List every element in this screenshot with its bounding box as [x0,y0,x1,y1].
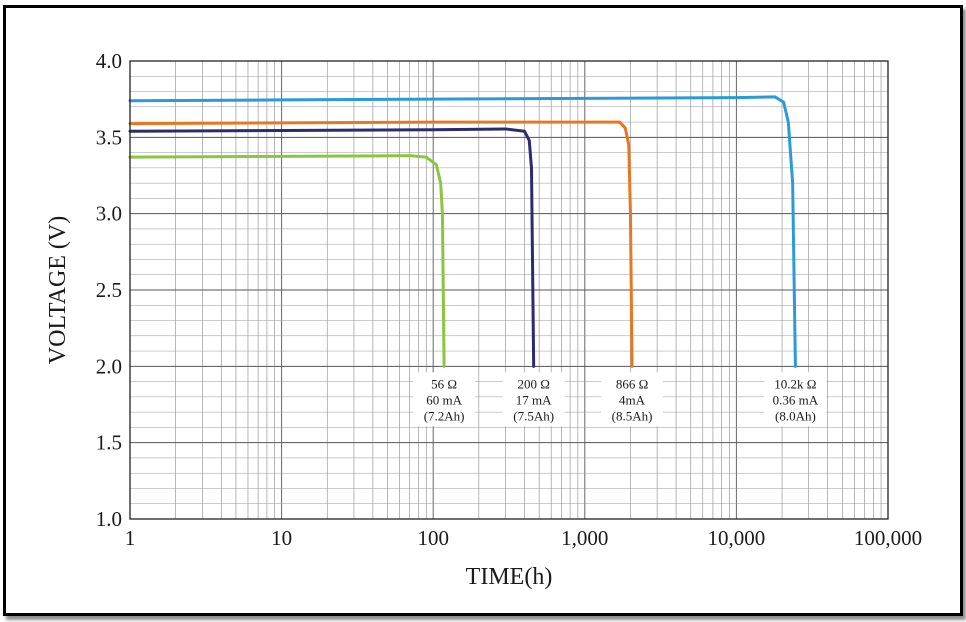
series-annotation-1-line-2: 60 mA [426,392,462,407]
series-line-4 [128,95,797,368]
tick-labels: 1 10 100 1,000 10,000 100,000 1.0 1.5 2.0 2.5 3.0 3… [96,49,922,550]
annotation-background [601,372,664,427]
plot-area-border [129,60,889,520]
x-tick-label: 10,000 [708,526,766,550]
series-annotation-3-line-3: (8.5Ah) [612,408,653,423]
x-tick-label: 1,000 [561,526,608,550]
y-tick-label: 3.5 [96,125,122,149]
x-axis-title: TIME(h) [466,564,553,590]
series-annotations: 56 Ω60 mA(7.2Ah) 200 Ω17 mA(7.5Ah) 866 Ω4m… [413,372,827,427]
series-annotation-2-line-2: 17 mA [516,392,552,407]
x-tick-label: 1 [125,526,136,550]
x-tick-label: 100 [417,526,449,550]
y-tick-label: 4.0 [96,49,122,73]
series-annotation-3-line-1: 866 Ω [616,376,648,391]
series-annotation-4-line-3: (8.0Ah) [775,408,816,423]
y-tick-label: 2.0 [96,354,122,378]
grid [129,60,888,520]
series-annotation-3-line-2: 4mA [619,392,646,407]
series-annotation-4-line-1: 10.2k Ω [774,376,816,391]
series-annotation-1-line-1: 56 Ω [431,376,457,391]
y-tick-label: 3.0 [96,202,122,226]
series-annotation-1-line-3: (7.2Ah) [424,408,465,423]
series-line-2 [128,127,536,368]
annotation-background [502,372,565,427]
series-layer [128,95,797,368]
series-line-3 [128,120,634,368]
y-axis-title: VOLTAGE (V) [45,216,71,365]
x-tick-label: 100,000 [854,526,922,550]
annotation-background [413,372,476,427]
series-line-1 [128,154,446,368]
annotation-background [764,372,827,427]
y-tick-label: 1.5 [96,431,122,455]
y-tick-label: 2.5 [96,278,122,302]
x-tick-label: 10 [271,526,292,550]
series-annotation-4-line-2: 0.36 mA [773,392,819,407]
series-annotation-2-line-1: 200 Ω [517,376,549,391]
series-annotation-2-line-3: (7.5Ah) [513,408,554,423]
y-tick-label: 1.0 [96,507,122,531]
